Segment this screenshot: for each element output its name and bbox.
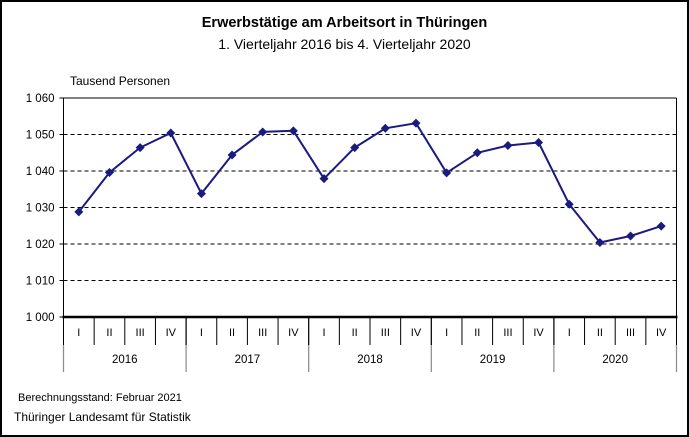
data-point-marker bbox=[411, 118, 421, 128]
year-label: 2017 bbox=[235, 354, 261, 366]
y-tick-label: 1 030 bbox=[26, 203, 55, 215]
quarter-label: I bbox=[322, 327, 325, 339]
quarter-label: III bbox=[626, 327, 635, 339]
quarter-label: II bbox=[597, 327, 603, 339]
calculation-note: Berechnungsstand: Februar 2021 bbox=[18, 392, 182, 404]
data-line bbox=[78, 122, 662, 244]
data-point-marker bbox=[258, 127, 268, 137]
data-point-marker bbox=[626, 231, 636, 241]
quarter-label: II bbox=[474, 327, 480, 339]
data-point-marker bbox=[534, 138, 544, 148]
quarter-label: II bbox=[352, 327, 358, 339]
data-point-marker bbox=[442, 168, 452, 178]
data-point-marker bbox=[227, 150, 237, 160]
source-label: Thüringer Landesamt für Statistik bbox=[14, 410, 191, 424]
quarter-label: I bbox=[77, 327, 80, 339]
data-point-marker bbox=[380, 123, 390, 133]
data-point-marker bbox=[196, 189, 206, 199]
data-point-marker bbox=[104, 167, 114, 177]
quarter-label: IV bbox=[656, 327, 667, 339]
y-tick-label: 1 060 bbox=[26, 93, 55, 105]
y-axis-unit-label: Tausend Personen bbox=[70, 74, 171, 88]
data-point-marker bbox=[564, 199, 574, 209]
year-label: 2018 bbox=[357, 354, 383, 366]
quarter-label: IV bbox=[411, 327, 422, 339]
y-tick-label: 1 000 bbox=[26, 312, 55, 324]
data-point-marker bbox=[656, 221, 666, 231]
year-label: 2016 bbox=[112, 354, 138, 366]
quarter-label: I bbox=[200, 327, 203, 339]
quarter-label: II bbox=[106, 327, 112, 339]
quarter-label: I bbox=[445, 327, 448, 339]
year-label: 2019 bbox=[480, 354, 506, 366]
quarter-label: III bbox=[258, 327, 267, 339]
quarter-label: IV bbox=[533, 327, 544, 339]
chart-title: Erwerbstätige am Arbeitsort in Thüringen bbox=[201, 15, 488, 31]
quarter-label: II bbox=[229, 327, 235, 339]
y-tick-label: 1 010 bbox=[26, 276, 55, 288]
quarter-label: III bbox=[381, 327, 390, 339]
data-point-marker bbox=[288, 126, 298, 136]
quarter-label: III bbox=[503, 327, 512, 339]
chart-subtitle: 1. Vierteljahr 2016 bis 4. Vierteljahr 2… bbox=[218, 36, 471, 52]
y-tick-label: 1 040 bbox=[26, 166, 55, 178]
y-tick-label: 1 050 bbox=[26, 130, 55, 142]
data-point-marker bbox=[503, 140, 513, 150]
year-label: 2020 bbox=[602, 354, 628, 366]
data-point-marker bbox=[74, 207, 84, 217]
quarter-label: III bbox=[136, 327, 145, 339]
data-point-marker bbox=[595, 238, 605, 248]
data-point-marker bbox=[319, 174, 329, 184]
data-point-marker bbox=[135, 143, 145, 153]
data-point-marker bbox=[350, 143, 360, 153]
quarter-label: IV bbox=[166, 327, 177, 339]
quarter-label: I bbox=[568, 327, 571, 339]
quarter-label: IV bbox=[288, 327, 299, 339]
data-point-marker bbox=[166, 128, 176, 138]
data-point-marker bbox=[472, 148, 482, 158]
y-tick-label: 1 020 bbox=[26, 239, 55, 251]
